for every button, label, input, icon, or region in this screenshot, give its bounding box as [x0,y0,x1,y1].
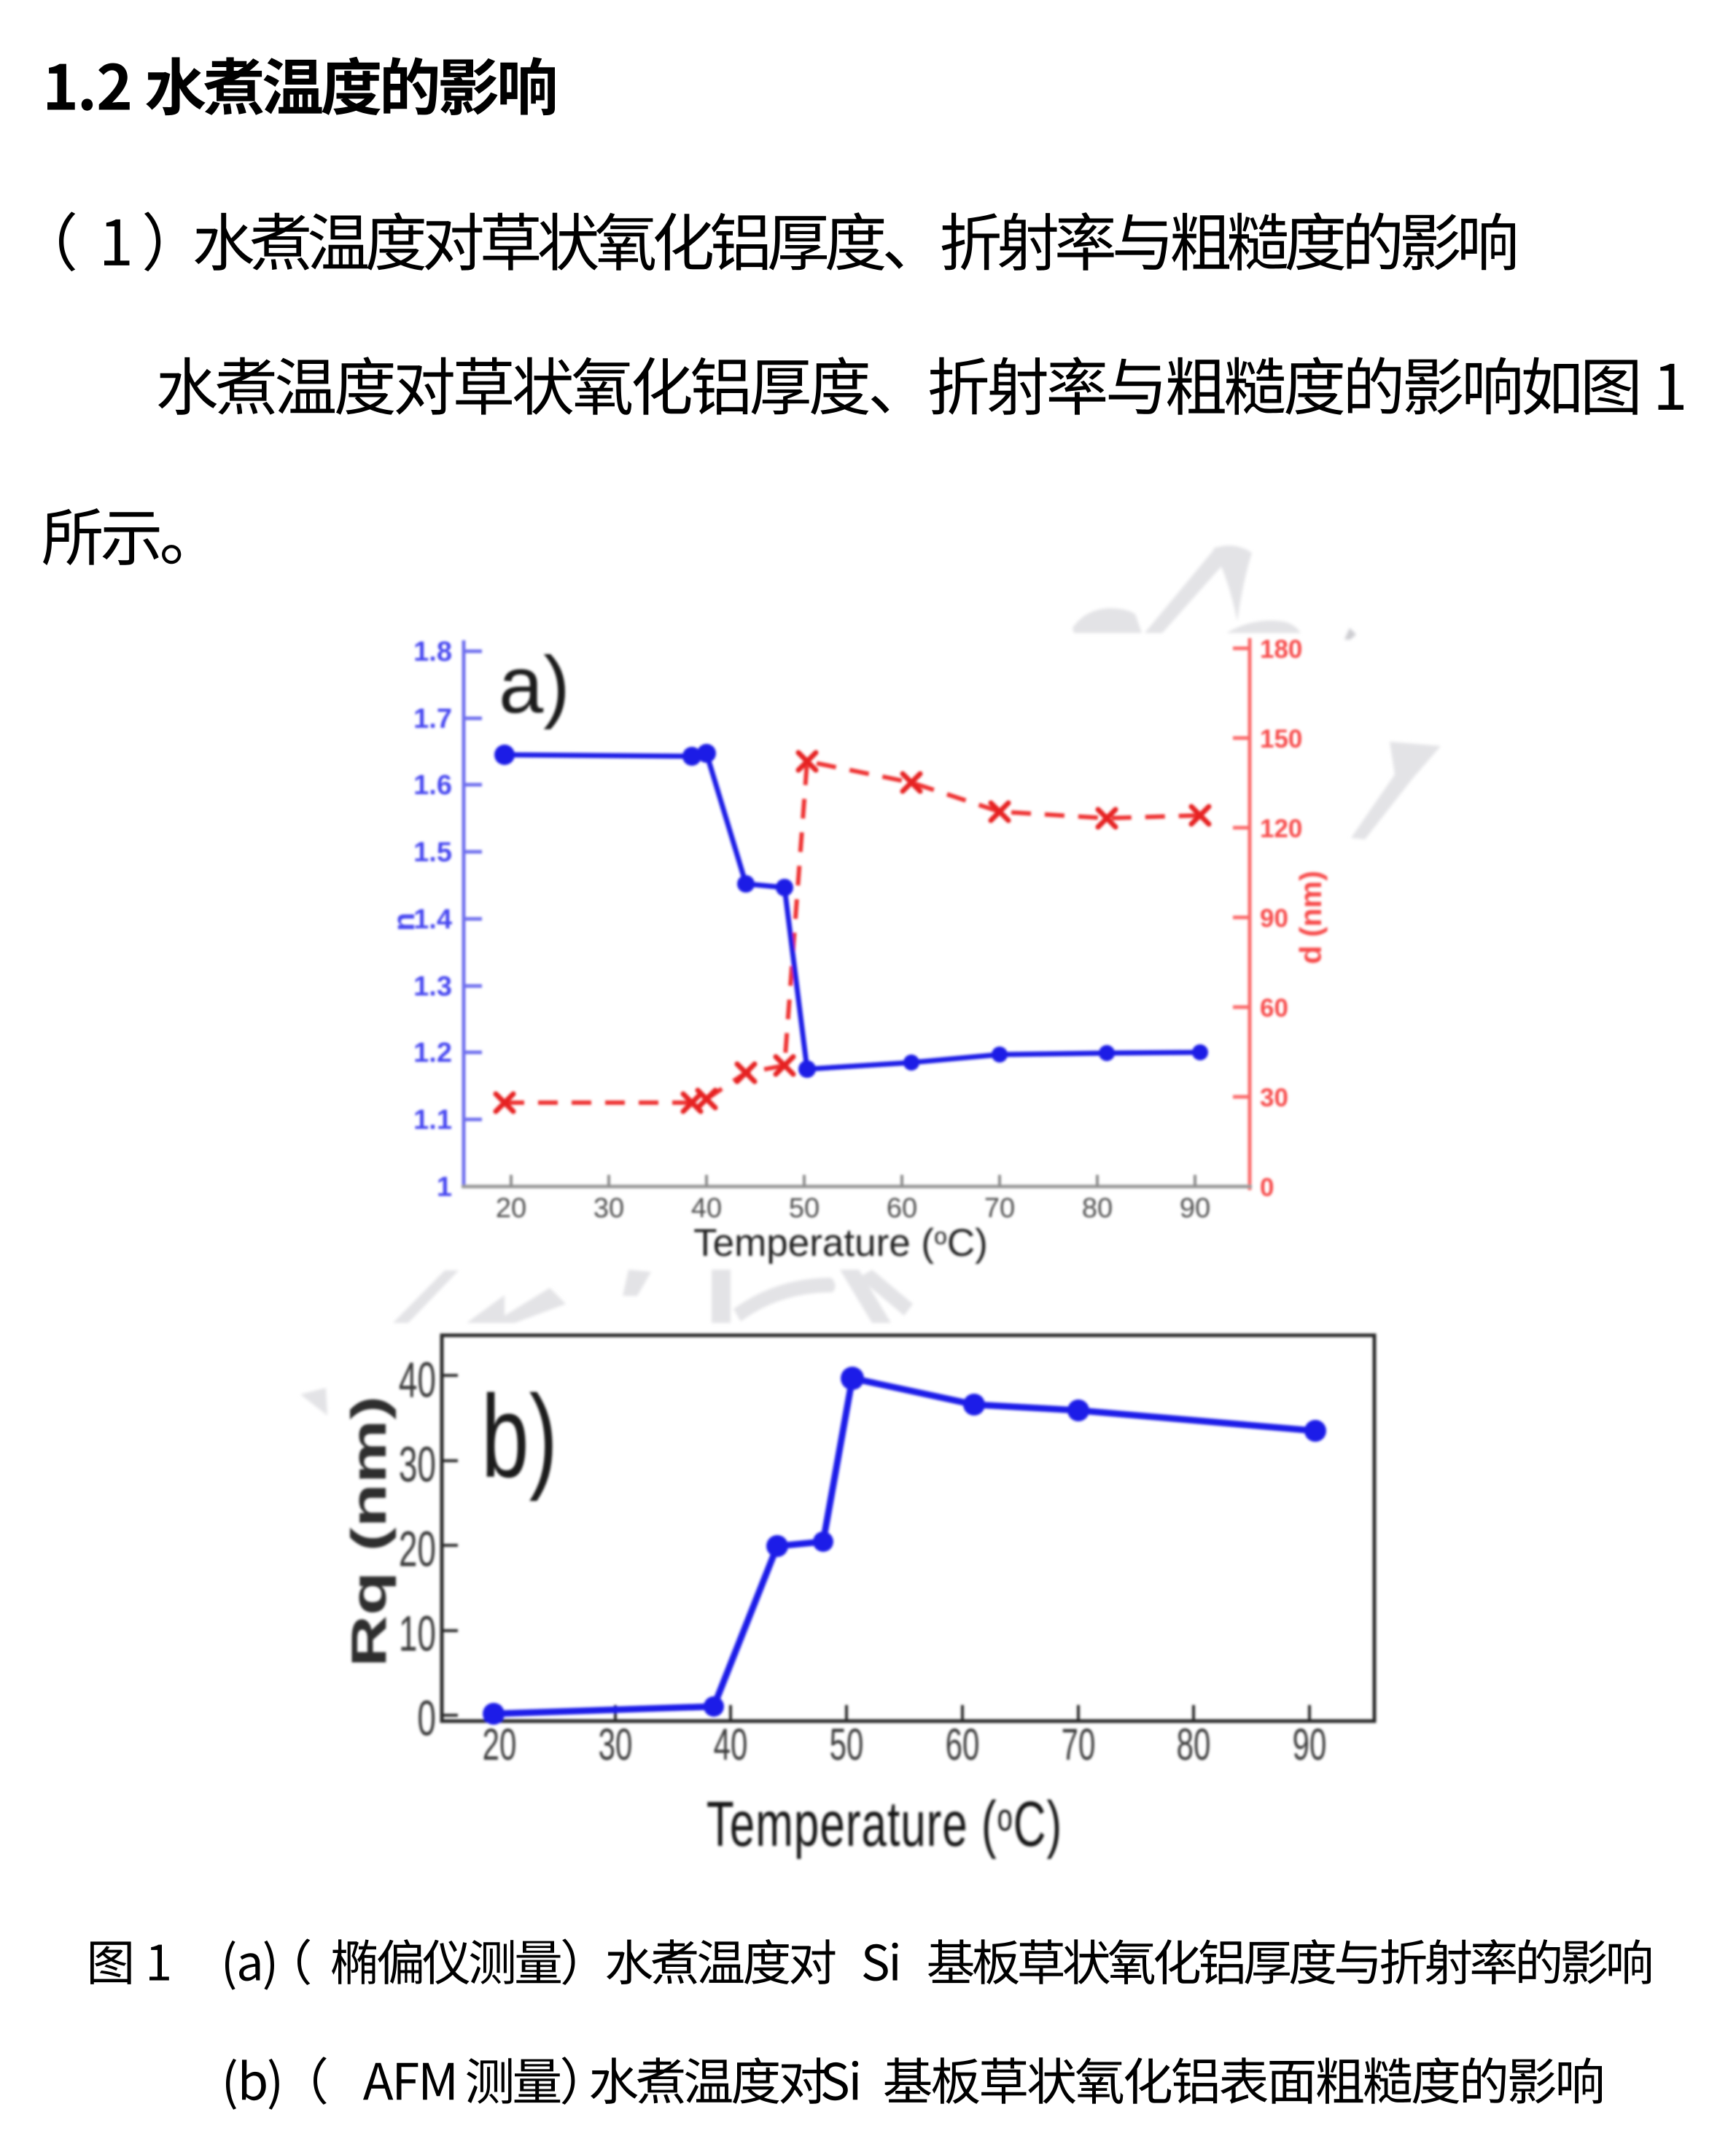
svg-text:60: 60 [887,1193,917,1224]
svg-text:40: 40 [691,1193,722,1224]
svg-text:90: 90 [1293,1720,1327,1770]
svg-text:1.3: 1.3 [413,971,452,1002]
svg-text:20: 20 [496,1193,526,1224]
svg-text:60: 60 [1260,994,1288,1022]
svg-text:Temperature (oC): Temperature (oC) [707,1789,1062,1860]
svg-text:1.1: 1.1 [413,1105,452,1135]
svg-text:90: 90 [1260,904,1288,933]
svg-text:80: 80 [1177,1720,1211,1770]
svg-text:30: 30 [599,1720,633,1770]
svg-text:1.5: 1.5 [413,837,452,868]
svg-text:a): a) [499,640,570,730]
svg-text:10: 10 [399,1606,436,1661]
svg-text:180: 180 [1260,635,1302,664]
svg-text:1.6: 1.6 [413,770,452,801]
svg-text:50: 50 [830,1720,864,1770]
svg-text:150: 150 [1260,725,1302,753]
svg-text:90: 90 [1180,1193,1210,1224]
svg-text:20: 20 [399,1521,436,1577]
svg-text:1.4: 1.4 [413,904,452,935]
svg-text:40: 40 [714,1720,748,1770]
svg-text:40: 40 [399,1352,436,1407]
svg-text:1.2: 1.2 [413,1038,452,1068]
svg-text:60: 60 [946,1720,980,1770]
svg-text:1.7: 1.7 [413,704,452,734]
svg-text:30: 30 [1260,1084,1288,1112]
svg-text:30: 30 [399,1437,436,1492]
svg-text:1: 1 [437,1172,452,1203]
svg-text:20: 20 [483,1720,517,1770]
svg-text:0: 0 [417,1690,436,1746]
svg-text:Temperature (oC): Temperature (oC) [693,1222,988,1265]
svg-text:1.8: 1.8 [413,637,452,667]
svg-text:70: 70 [984,1193,1015,1224]
svg-text:70: 70 [1062,1720,1096,1770]
svg-text:30: 30 [593,1193,624,1224]
svg-text:b): b) [481,1370,558,1502]
svg-text:Rq (nm): Rq (nm) [340,1396,396,1667]
svg-text:80: 80 [1082,1193,1113,1224]
svg-text:120: 120 [1260,815,1302,843]
svg-text:d (nm): d (nm) [1293,871,1328,964]
svg-text:50: 50 [789,1193,820,1224]
svg-text:n: n [386,912,421,931]
svg-text:0: 0 [1260,1173,1274,1202]
